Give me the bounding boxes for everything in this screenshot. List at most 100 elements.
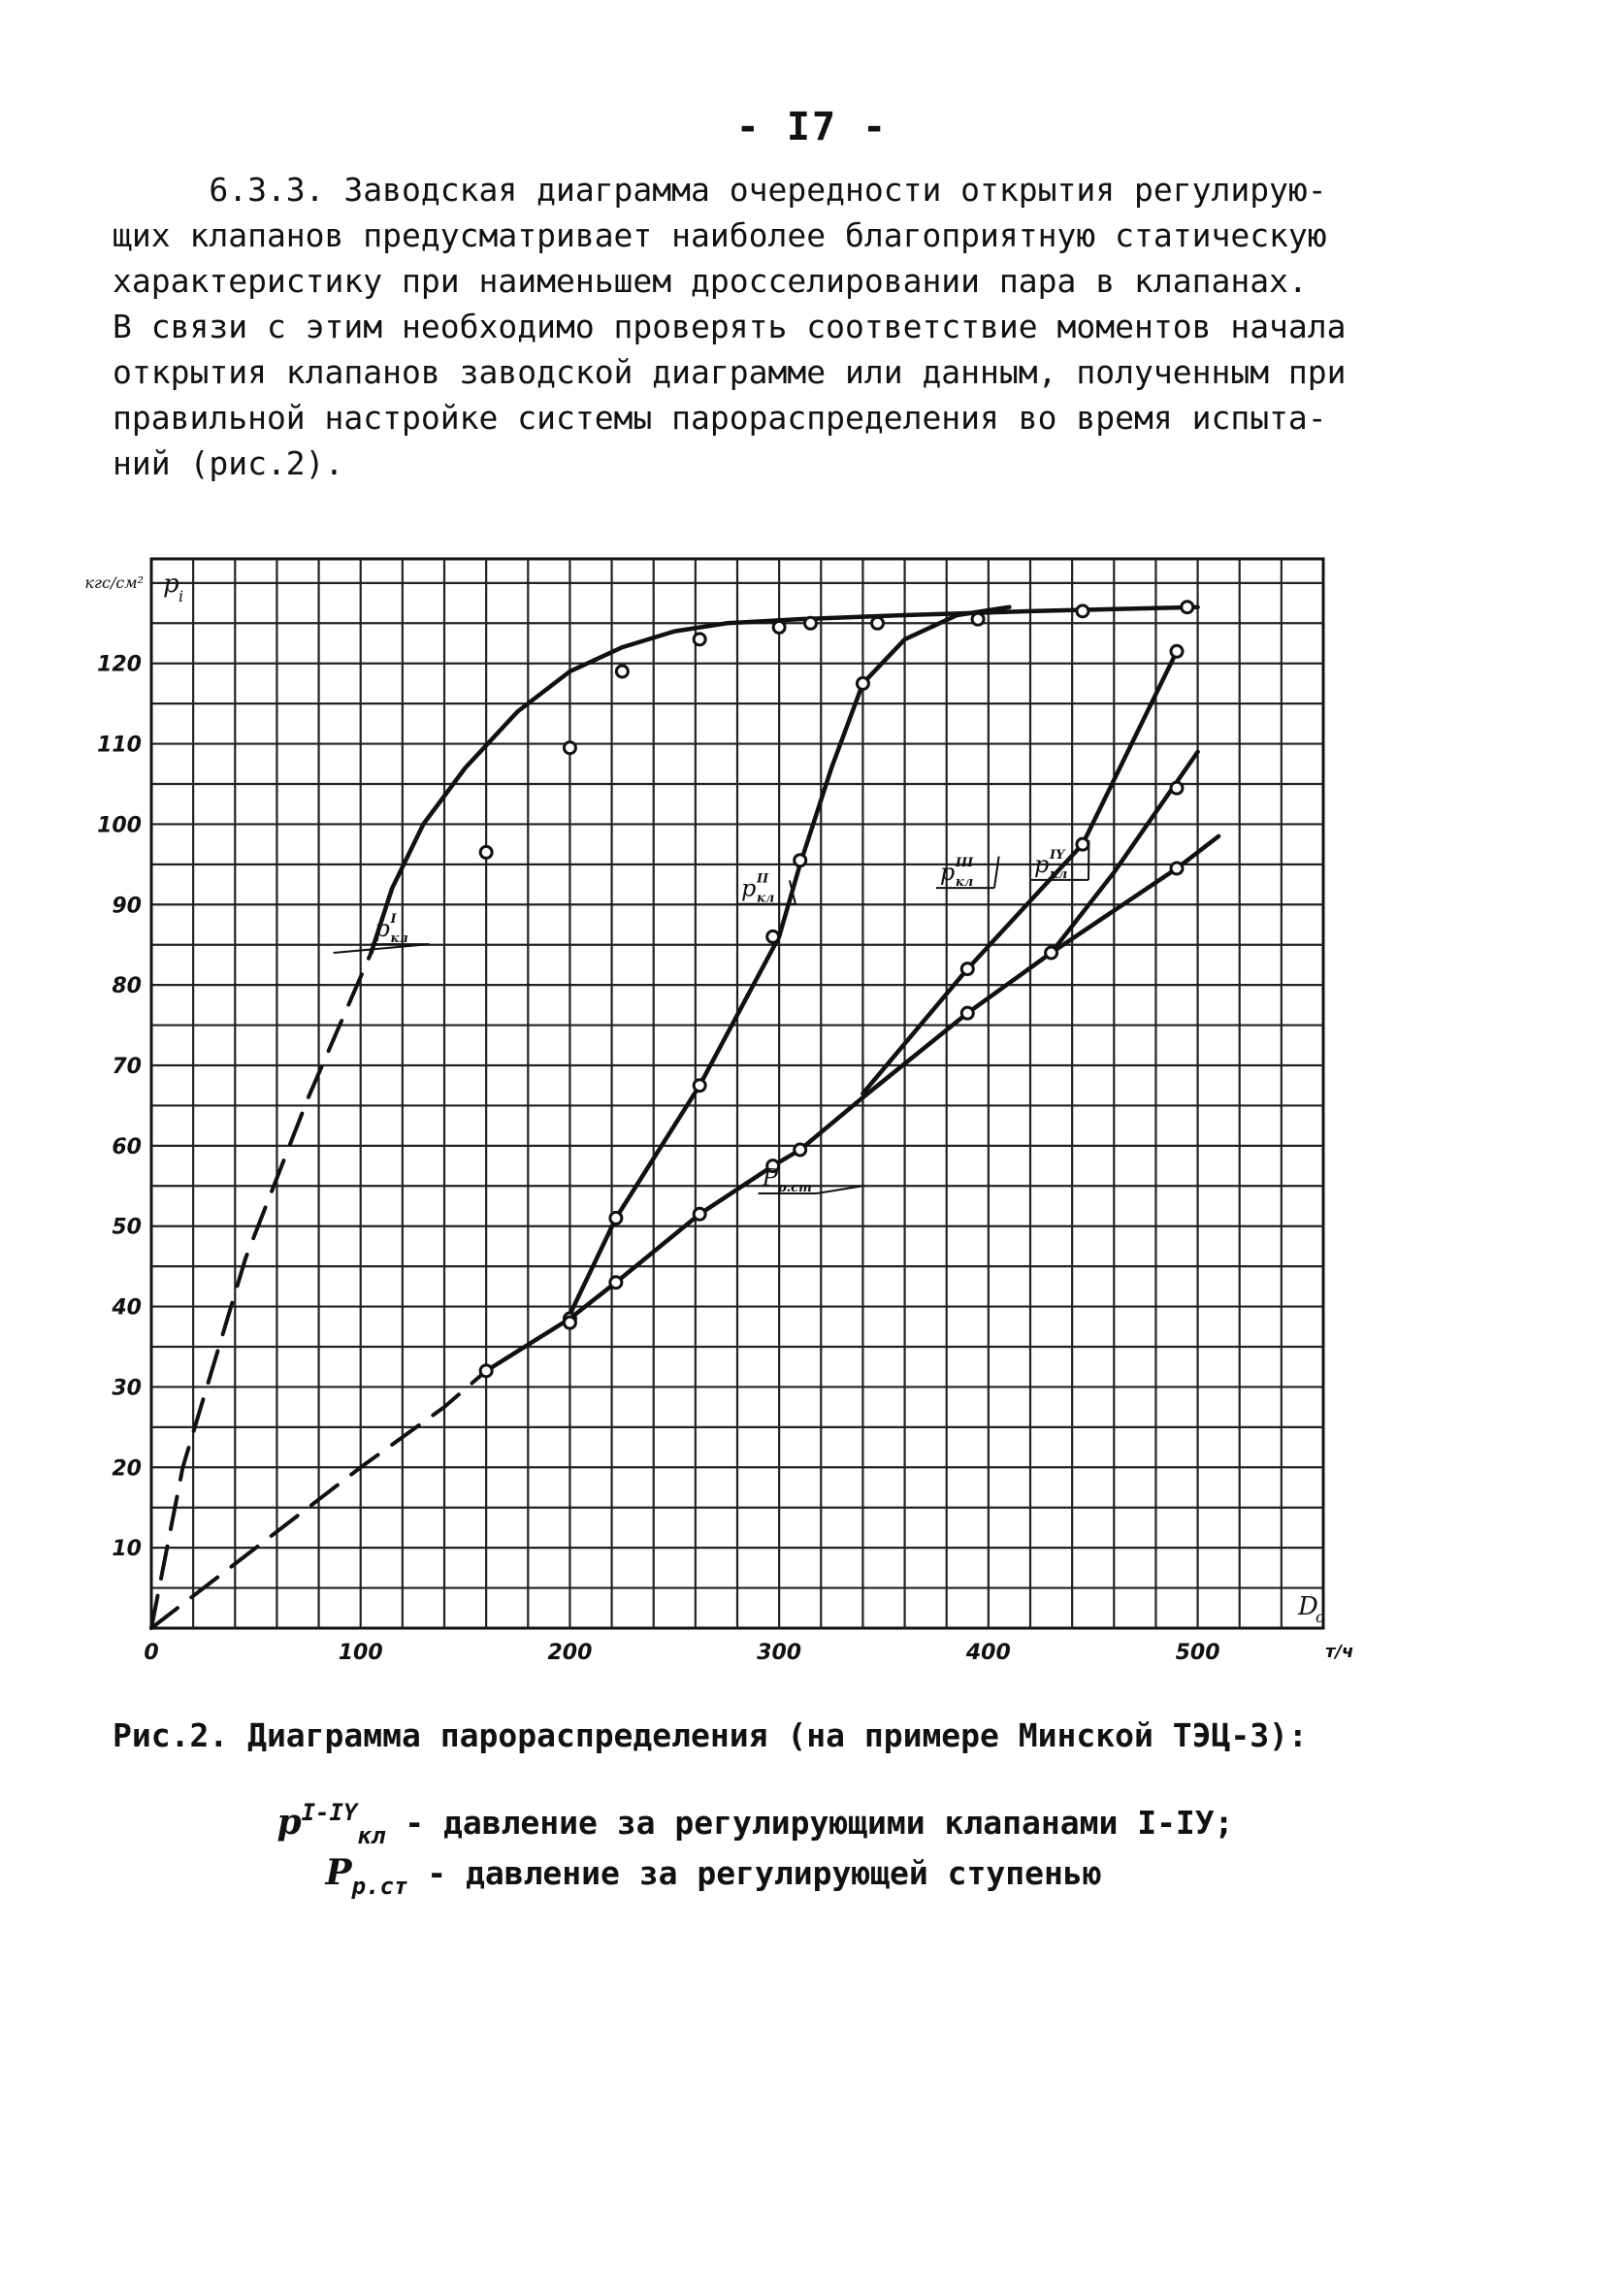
steam-distribution-chart: 10 20 30 40 50 60 70 80 90 100 110 120 0 100 200 300 400… <box>84 557 1353 1665</box>
body-text-line: В связи с этим необходимо проверять соот… <box>113 308 1347 345</box>
series-label-subscript: кл <box>956 875 973 890</box>
series-label-subscript: р.ст <box>778 1181 812 1195</box>
legend-subscript: р.ст <box>351 1873 408 1900</box>
series-line-dashed <box>149 951 374 1630</box>
chart-series <box>149 600 1221 1630</box>
chart-grid <box>149 557 1325 1630</box>
series-label-main: p <box>375 915 390 942</box>
y-tick-label: 50 <box>112 1216 142 1240</box>
body-text-line: характеристику при наименьшем дросселиро… <box>113 262 1308 300</box>
series-label-leader <box>992 856 1000 889</box>
y-tick-label: 60 <box>112 1135 142 1159</box>
series-label-main: p <box>940 859 955 886</box>
x-axis-label-subscript: o <box>1315 1608 1325 1626</box>
series-line-dashed <box>149 1368 489 1630</box>
body-text-line: открытия клапанов заводской диаграмме ил… <box>113 353 1347 391</box>
y-tick-label: 90 <box>112 894 142 918</box>
data-point <box>959 1005 975 1021</box>
y-tick-label: 120 <box>97 653 142 677</box>
body-text: 6.3.3. Заводская диаграмма очередности о… <box>113 167 1347 486</box>
data-point <box>959 962 975 977</box>
data-point <box>765 929 781 944</box>
legend-symbol: P <box>325 1852 352 1893</box>
x-axis-label: D <box>1297 1592 1318 1621</box>
legend-subscript: кл <box>357 1822 386 1849</box>
legend-stage-pressure: Pр.ст - давление за регулирующей ступень… <box>248 1809 1374 1900</box>
data-point <box>793 1142 808 1158</box>
series-label-main: P <box>762 1164 779 1191</box>
series-label-subscript: кл <box>1050 867 1067 882</box>
series-line <box>483 833 1221 1374</box>
legend-superscript: I-IY <box>301 1799 358 1826</box>
series-label-superscript: III <box>955 856 974 870</box>
x-tick-label: 400 <box>965 1641 1011 1665</box>
caption-title: Рис.2. Диаграмма парораспределения (на п… <box>113 1716 1308 1754</box>
x-tick-label: 100 <box>339 1641 383 1665</box>
legend-text: - давление за регулирующими клапанами I-… <box>385 1804 1234 1842</box>
series-label-superscript: I <box>390 912 398 927</box>
body-text-line: ний (рис.2). <box>113 444 344 482</box>
series-line <box>369 604 1200 956</box>
data-point <box>1075 836 1090 852</box>
chart-axes: 10 20 30 40 50 60 70 80 90 100 110 120 0 100 200 300 400… <box>84 570 1353 1665</box>
y-tick-label: 40 <box>111 1296 142 1321</box>
data-point <box>1169 780 1185 796</box>
data-point <box>614 664 630 679</box>
x-tick-label: 300 <box>757 1641 801 1665</box>
data-point <box>608 1275 624 1290</box>
data-point <box>970 611 986 627</box>
data-point <box>562 1315 577 1330</box>
y-tick-label: 10 <box>112 1537 142 1561</box>
series-label-superscript: II <box>756 872 769 887</box>
data-point <box>692 632 707 647</box>
data-point <box>1169 861 1185 876</box>
series-line <box>568 604 1012 1318</box>
data-point <box>793 853 808 868</box>
legend-symbol: p <box>276 1802 302 1843</box>
y-axis-unit: кгс/см² <box>84 573 144 592</box>
body-text-line: щих клапанов предусматривает наиболее бл… <box>113 216 1327 254</box>
y-tick-label: 110 <box>97 734 142 758</box>
data-point <box>478 844 494 860</box>
y-tick-label: 30 <box>112 1376 142 1400</box>
series-label-leader <box>788 880 796 904</box>
y-tick-label: 100 <box>97 813 142 837</box>
data-point <box>771 619 787 635</box>
series-label-main: p <box>741 875 756 902</box>
body-text-line: правильной настройке системы парораспред… <box>113 399 1327 437</box>
data-point <box>478 1363 494 1379</box>
data-point <box>692 1078 707 1094</box>
data-point <box>608 1210 624 1225</box>
y-tick-label: 20 <box>112 1456 142 1481</box>
data-point <box>803 615 818 631</box>
body-text-line: 6.3.3. Заводская диаграмма очередности о… <box>113 171 1327 209</box>
x-axis-unit: т/ч <box>1325 1642 1353 1662</box>
data-point <box>1075 604 1090 619</box>
y-axis-label: p <box>163 570 179 599</box>
page-number: - I7 - <box>735 105 889 149</box>
data-point <box>1169 643 1185 659</box>
series-line <box>861 649 1180 1096</box>
data-point <box>765 1159 781 1174</box>
legend-text: - давление за регулирующей ступенью <box>407 1854 1102 1892</box>
y-axis-label-subscript: i <box>179 587 183 605</box>
y-tick-label: 80 <box>112 974 142 998</box>
series-line <box>1049 749 1200 956</box>
series-label-leader <box>816 1185 863 1194</box>
series-label-subscript: кл <box>391 931 408 946</box>
data-point <box>1180 600 1195 615</box>
figure-caption: Рис.2. Диаграмма парораспределения (на п… <box>113 1714 1374 1900</box>
data-point <box>692 1206 707 1222</box>
x-tick-label: 500 <box>1176 1641 1220 1665</box>
x-tick-label: 0 <box>144 1641 158 1665</box>
data-point <box>562 740 577 756</box>
x-tick-label: 200 <box>547 1641 592 1665</box>
series-label-main: p <box>1034 851 1049 878</box>
data-point <box>870 615 886 631</box>
series-label-leader <box>333 943 430 954</box>
legend-valve-pressure: pI-IYкл - давление за регулирующими клап… <box>200 1758 1374 1849</box>
data-point <box>855 675 870 691</box>
series-label-subscript: кл <box>757 892 774 906</box>
series-label-superscript: IY <box>1049 848 1066 863</box>
